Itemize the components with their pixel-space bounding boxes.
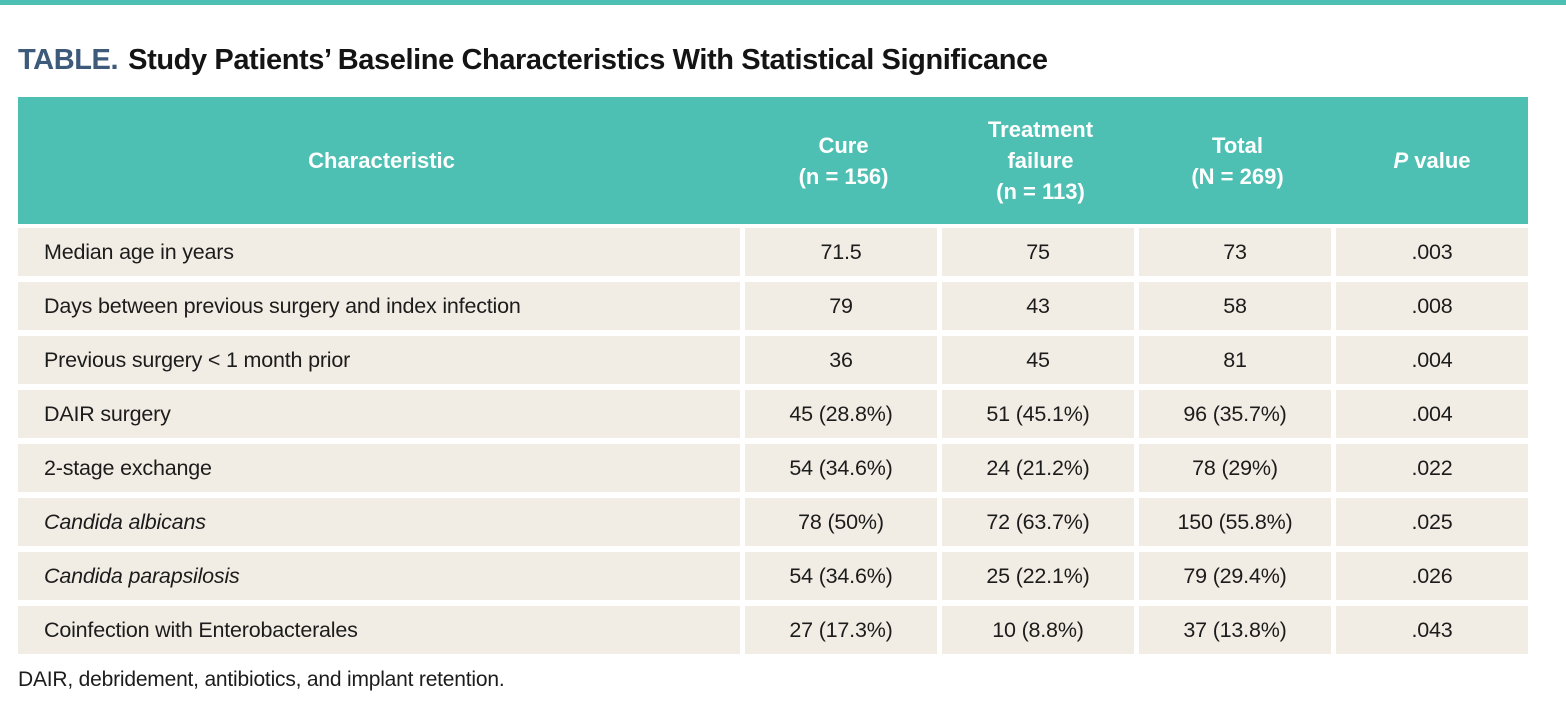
row-p-value: .003	[1336, 228, 1528, 276]
header-cure: Cure (n = 156)	[745, 97, 942, 224]
row-total-value: 96 (35.7%)	[1139, 390, 1331, 438]
header-treatment-failure-label: Treatment failure	[987, 117, 1094, 173]
table-row: 2-stage exchange 54 (34.6%) 24 (21.2%) 7…	[18, 444, 1528, 492]
table-row: Days between previous surgery and index …	[18, 282, 1528, 330]
row-total-value: 150 (55.8%)	[1139, 498, 1331, 546]
row-failure-value: 72 (63.7%)	[942, 498, 1134, 546]
row-p-value: .026	[1336, 552, 1528, 600]
row-cure-value: 36	[745, 336, 937, 384]
table-label: TABLE.	[18, 44, 119, 76]
row-characteristic: DAIR surgery	[18, 390, 740, 438]
row-cure-value: 71.5	[745, 228, 937, 276]
p-italic: P	[1393, 148, 1409, 173]
header-total-n: (N = 269)	[1191, 163, 1284, 189]
row-characteristic: 2-stage exchange	[18, 444, 740, 492]
row-characteristic: Coinfection with Enterobacterales	[18, 606, 740, 654]
table-row: Candida parapsilosis 54 (34.6%) 25 (22.1…	[18, 552, 1528, 600]
table-body: Median age in years 71.5 75 73 .003 Days…	[18, 228, 1528, 654]
baseline-characteristics-table: Characteristic Cure (n = 156) Treatment …	[18, 97, 1528, 654]
row-cure-value: 27 (17.3%)	[745, 606, 937, 654]
header-treatment-failure-n: (n = 113)	[996, 179, 1085, 204]
row-total-value: 79 (29.4%)	[1139, 552, 1331, 600]
header-characteristic: Characteristic	[18, 97, 745, 224]
row-characteristic: Candida albicans	[18, 498, 740, 546]
row-cure-value: 78 (50%)	[745, 498, 937, 546]
row-failure-value: 43	[942, 282, 1134, 330]
row-characteristic: Median age in years	[18, 228, 740, 276]
header-characteristic-label: Characteristic	[308, 148, 455, 173]
table-row: Previous surgery < 1 month prior 36 45 8…	[18, 336, 1528, 384]
row-p-value: .043	[1336, 606, 1528, 654]
row-failure-value: 10 (8.8%)	[942, 606, 1134, 654]
row-total-value: 37 (13.8%)	[1139, 606, 1331, 654]
table-footnote: DAIR, debridement, antibiotics, and impl…	[18, 668, 505, 691]
row-total-value: 73	[1139, 228, 1331, 276]
table-row: Candida albicans 78 (50%) 72 (63.7%) 150…	[18, 498, 1528, 546]
row-cure-value: 54 (34.6%)	[745, 552, 937, 600]
row-cure-value: 45 (28.8%)	[745, 390, 937, 438]
row-characteristic: Previous surgery < 1 month prior	[18, 336, 740, 384]
row-p-value: .004	[1336, 336, 1528, 384]
header-treatment-failure: Treatment failure (n = 113)	[942, 97, 1139, 224]
header-cure-label: Cure	[818, 132, 869, 158]
row-p-value: .008	[1336, 282, 1528, 330]
row-total-value: 58	[1139, 282, 1331, 330]
row-failure-value: 75	[942, 228, 1134, 276]
header-total-label: Total	[1212, 132, 1263, 158]
table-row: Coinfection with Enterobacterales 27 (17…	[18, 606, 1528, 654]
table-row: DAIR surgery 45 (28.8%) 51 (45.1%) 96 (3…	[18, 390, 1528, 438]
top-accent-rule	[0, 0, 1566, 5]
header-cure-n: (n = 156)	[798, 163, 889, 189]
p-rest: value	[1408, 148, 1471, 173]
row-cure-value: 54 (34.6%)	[745, 444, 937, 492]
row-failure-value: 45	[942, 336, 1134, 384]
row-cure-value: 79	[745, 282, 937, 330]
row-failure-value: 24 (21.2%)	[942, 444, 1134, 492]
row-p-value: .022	[1336, 444, 1528, 492]
table-header-row: Characteristic Cure (n = 156) Treatment …	[18, 97, 1528, 224]
row-failure-value: 25 (22.1%)	[942, 552, 1134, 600]
header-p-value-label: P value	[1393, 145, 1470, 176]
page-title: TABLE. Study Patients’ Baseline Character…	[18, 44, 1048, 77]
row-failure-value: 51 (45.1%)	[942, 390, 1134, 438]
table-row: Median age in years 71.5 75 73 .003	[18, 228, 1528, 276]
header-p-value: P value	[1336, 97, 1528, 224]
row-characteristic: Days between previous surgery and index …	[18, 282, 740, 330]
row-p-value: .004	[1336, 390, 1528, 438]
table-title-text: Study Patients’ Baseline Characteristics…	[128, 44, 1048, 76]
row-total-value: 81	[1139, 336, 1331, 384]
row-characteristic: Candida parapsilosis	[18, 552, 740, 600]
row-p-value: .025	[1336, 498, 1528, 546]
row-total-value: 78 (29%)	[1139, 444, 1331, 492]
header-total: Total (N = 269)	[1139, 97, 1336, 224]
